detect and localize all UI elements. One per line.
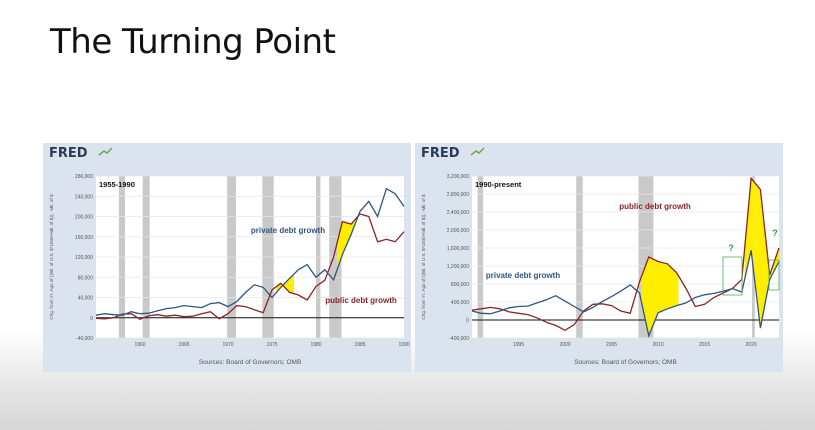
y-tick-label: 0 [90,316,93,322]
private-debt-label: private debt growth [251,226,325,235]
x-tick-label: 1980 [310,342,321,348]
gap-fill-area [641,257,679,335]
y-tick-label: 0 [466,318,469,324]
slide-title: The Turning Point [50,22,336,62]
y-tick-label: 2,000,000 [447,228,469,234]
public-debt-label: public debt growth [325,296,397,305]
x-tick-label: 2010 [652,342,663,348]
private-debt-label: private debt growth [486,271,560,280]
y-tick-label: 80,000 [78,275,94,281]
public-debt-line [471,176,780,332]
y-tick-label: 800,000 [451,282,469,288]
x-tick-label: 1995 [513,342,524,348]
public-debt-label: public debt growth [619,202,691,211]
chart-1955-1990: FRED -40,000 0 40,000 80,000 120,000 160,000 20… [49,146,410,366]
fred-logo: FRED [421,146,460,161]
period-label: 1955-1990 [99,180,135,189]
x-tick-label: 2000 [559,342,570,348]
chart-1990-present: FRED -400,000 0 400,000 800,000 1,200,000 1,60… [421,146,780,366]
y-tick-label: 1,600,000 [447,246,469,252]
fred-logo-icon [470,147,485,156]
private-debt-line [471,250,780,338]
y-tick-label: 3,200,000 [447,174,469,180]
x-tick-label: 1975 [266,342,277,348]
recession-band [477,176,484,338]
y-tick-label: 40,000 [78,296,94,302]
y-axis-title: Chg. from Yr. Ago of ((Bil. of U.S. $*10… [49,194,54,320]
highlight-box [722,256,743,296]
period-label: 1990-present [475,180,522,189]
x-tick-label: 1970 [222,342,233,348]
y-tick-label: 2,400,000 [447,210,469,216]
y-tick-label: -400,000 [449,336,469,342]
y-tick-label: 1,200,000 [447,264,469,270]
highlight-box [768,259,780,291]
x-tick-label: 1960 [134,342,145,348]
y-tick-label: 280,000 [75,174,93,180]
chart-panel-right: FRED -400,000 0 400,000 800,000 1,200,000 1,60… [415,143,783,372]
y-axis-title: Chg. from Yr. Ago of ((Bil. of U.S. $*10… [421,194,426,320]
private-debt-line [95,187,405,316]
x-tick-label: 1985 [354,342,365,348]
source-note: Sources: Board of Governors; OMB [199,359,302,366]
y-tick-label: 200,000 [75,215,93,221]
y-tick-label: 120,000 [75,255,93,261]
question-mark-annotation: ? [728,243,734,253]
x-tick-label: 2015 [699,342,710,348]
y-tick-label: -40,000 [76,336,93,342]
public-debt-line [95,213,405,321]
y-tick-label: 160,000 [75,235,93,241]
x-tick-label: 1965 [178,342,189,348]
x-tick-label: 2020 [746,342,757,348]
question-mark-annotation: ? [772,228,778,238]
x-tick-label: 1990 [398,342,409,348]
chart-panel-left: FRED -40,000 0 40,000 80,000 120,000 160,000 20… [43,143,411,372]
y-tick-label: 400,000 [451,300,469,306]
recession-band [576,176,583,338]
fred-logo-icon [98,147,113,156]
gap-fill-area [754,182,772,329]
x-tick-label: 2005 [606,342,617,348]
source-note: Sources: Board of Governors; OMB [574,359,677,366]
fred-logo: FRED [49,146,88,161]
y-tick-label: 240,000 [75,194,93,200]
y-tick-label: 2,800,000 [447,192,469,198]
